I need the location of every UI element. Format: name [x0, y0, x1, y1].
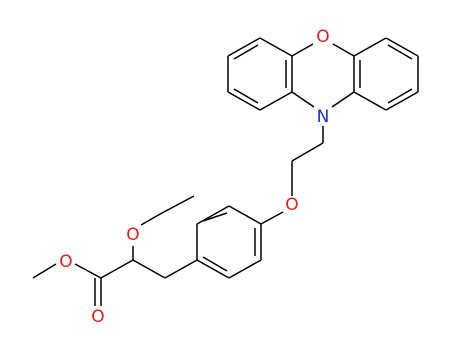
atom-label: O — [316, 27, 329, 47]
bonds — [32, 37, 419, 306]
atom-label: O — [91, 307, 104, 327]
atom-label: O — [285, 195, 298, 215]
atom-label: O — [59, 252, 72, 272]
atom-label: O — [126, 225, 139, 245]
atom-label: N — [317, 107, 330, 127]
